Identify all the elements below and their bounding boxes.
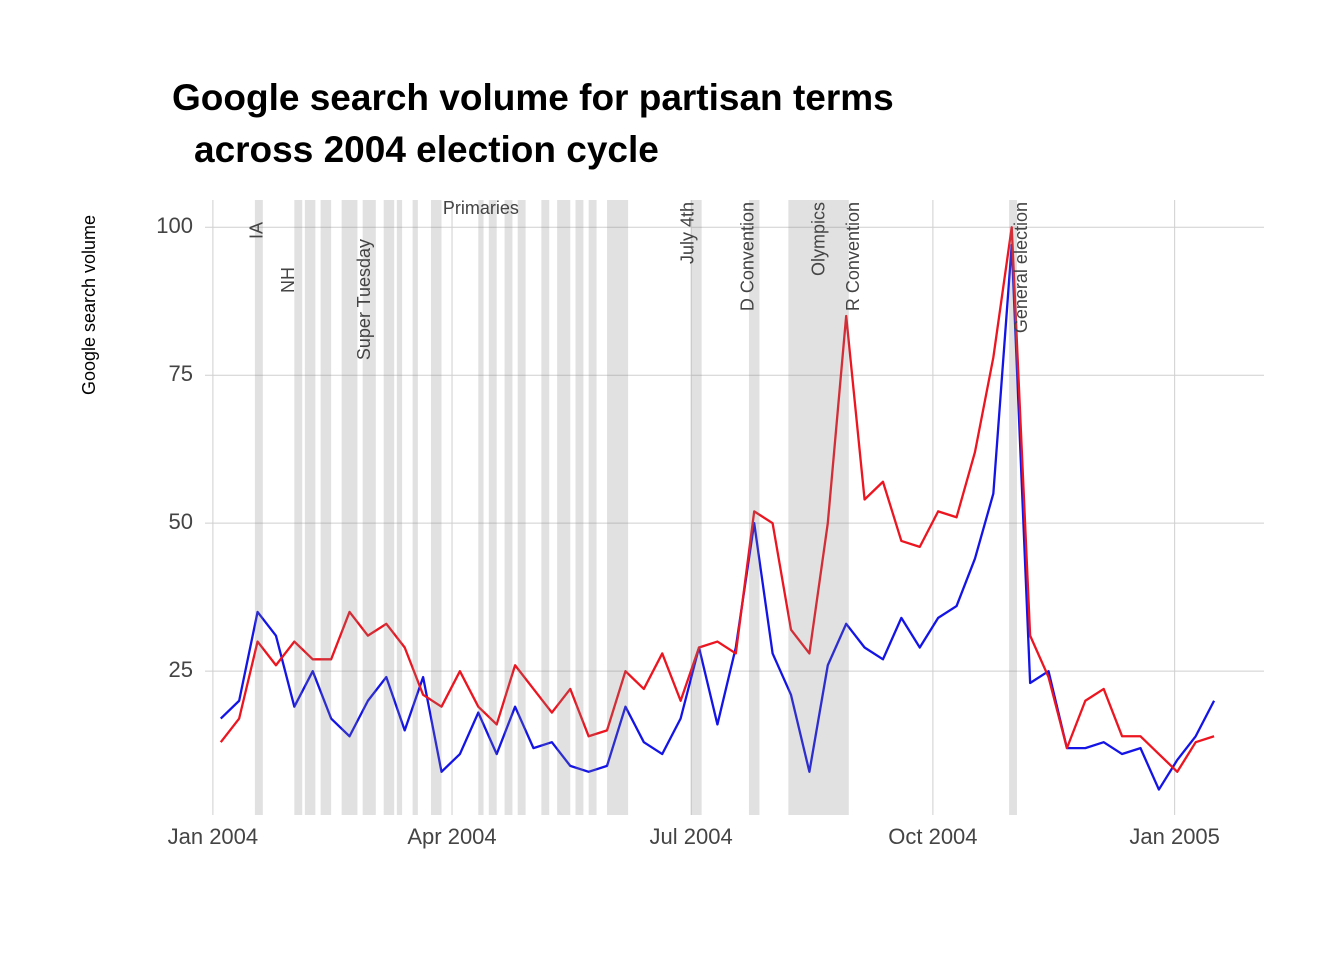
event-band	[396, 200, 403, 815]
y-tick-label: 75	[169, 361, 193, 386]
annotation: Olympics	[809, 202, 829, 276]
event-band	[788, 200, 849, 815]
line-series	[219, 243, 1216, 791]
annotation: July 4th	[677, 202, 697, 264]
event-band	[430, 200, 442, 815]
annotation: R Convention	[843, 202, 863, 311]
event-band	[504, 200, 513, 815]
x-tick-label: Apr 2004	[407, 824, 496, 849]
x-tick-label: Jan 2005	[1129, 824, 1220, 849]
y-tick-label: 100	[156, 213, 193, 238]
x-tick-label: Jul 2004	[650, 824, 733, 849]
event-band	[362, 200, 376, 815]
event-band	[254, 200, 263, 815]
event-band	[341, 200, 358, 815]
event-band	[304, 200, 316, 815]
event-band	[320, 200, 332, 815]
line-series	[219, 226, 1215, 773]
y-tick-label: 25	[169, 657, 193, 682]
x-tick-label: Jan 2004	[168, 824, 259, 849]
event-band	[691, 200, 702, 815]
annotation: Super Tuesday	[354, 239, 374, 360]
x-tick-label: Oct 2004	[888, 824, 977, 849]
event-band	[294, 200, 303, 815]
event-band	[412, 200, 418, 815]
event-band	[607, 200, 629, 815]
event-band	[478, 200, 484, 815]
annotation: IA	[246, 222, 266, 239]
chart-title: Google search volume for partisan terms	[172, 77, 894, 118]
event-band	[383, 200, 395, 815]
event-band	[575, 200, 584, 815]
chart-title: across 2004 election cycle	[194, 129, 659, 170]
event-band	[488, 200, 497, 815]
annotation: Primaries	[443, 198, 519, 218]
event-band	[557, 200, 571, 815]
event-band	[517, 200, 526, 815]
y-tick-label: 50	[169, 509, 193, 534]
event-band	[748, 200, 760, 815]
event-band	[1009, 200, 1017, 815]
annotation: General election	[1011, 202, 1031, 333]
event-band	[541, 200, 550, 815]
annotation: D Convention	[738, 202, 758, 311]
event-band	[588, 200, 597, 815]
y-axis-label: Google search volume	[79, 215, 99, 395]
annotation: NH	[278, 267, 298, 293]
